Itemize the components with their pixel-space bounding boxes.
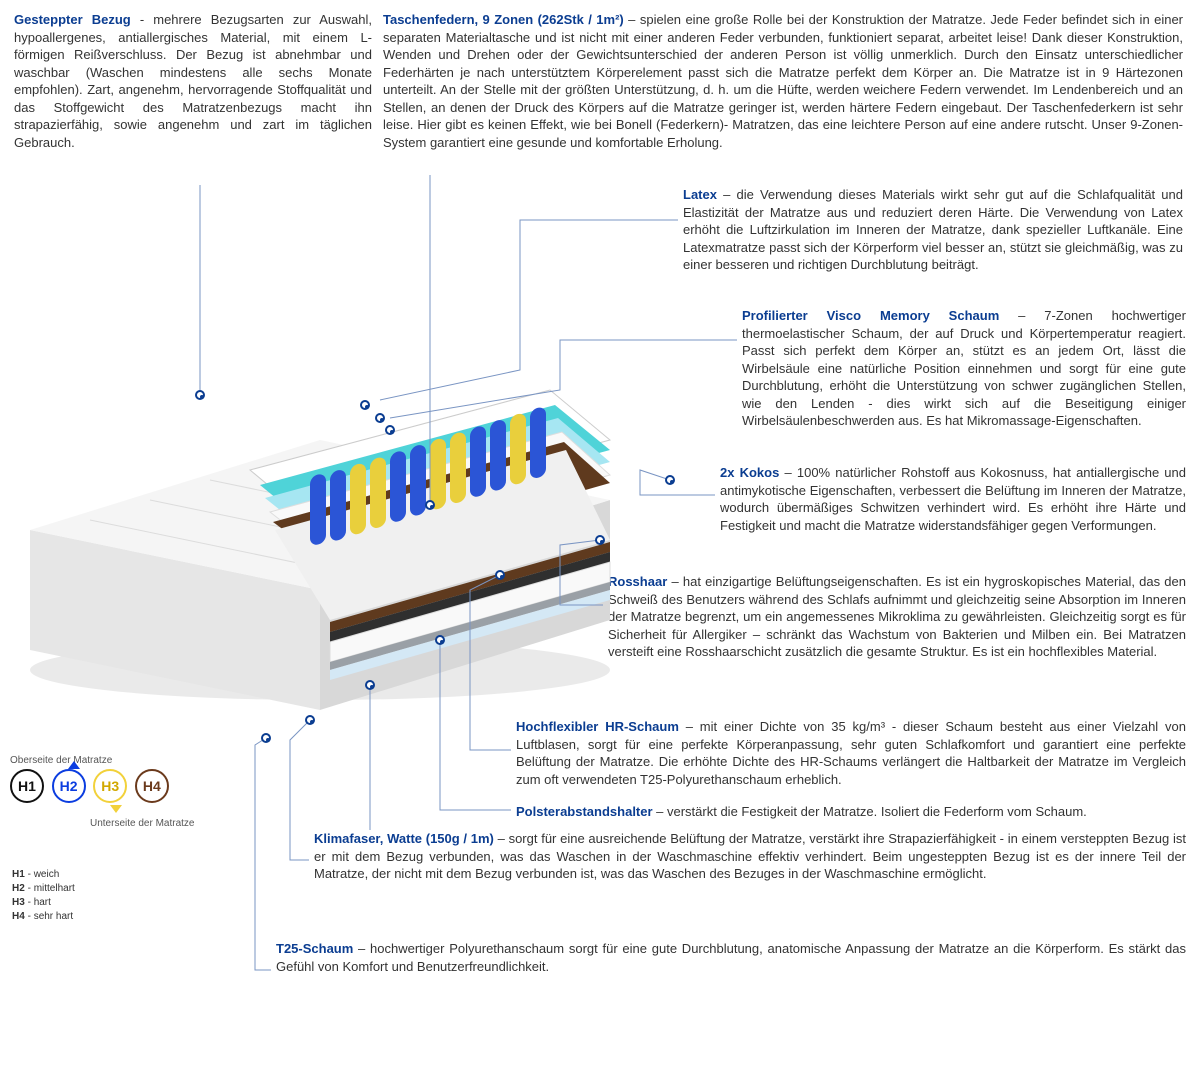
block-klimafaser: Klimafaser, Watte (150g / 1m) – sorgt fü…	[314, 830, 1186, 883]
tri-down-icon	[110, 805, 122, 813]
callout-dot	[495, 570, 505, 580]
key-h3-code: H3	[12, 897, 25, 908]
title-visco: Profilierter Visco Memory Schaum	[742, 308, 999, 323]
title-kokos: 2x Kokos	[720, 465, 779, 480]
h1-circle: H1	[10, 769, 44, 803]
key-h4-label: sehr hart	[34, 911, 73, 922]
text-kokos: – 100% natürlicher Rohstoff aus Kokosnus…	[720, 465, 1186, 533]
text-visco: – 7-Zonen hochwertiger thermoelastischer…	[742, 308, 1186, 428]
callout-dot	[385, 425, 395, 435]
block-taschenfedern: Taschenfedern, 9 Zonen (262Stk / 1m²) – …	[383, 11, 1183, 151]
hardness-legend: Oberseite der Matratze H1 H2 H3 H4 Unter…	[10, 755, 270, 813]
text-rosshaar: – hat einzigartige Belüftungseigenschaft…	[608, 574, 1186, 659]
hardness-key: H1 - weich H2 - mittelhart H3 - hart H4 …	[12, 868, 75, 924]
legend-bottom-label: Unterseite der Matratze	[90, 818, 195, 829]
callout-dot	[435, 635, 445, 645]
callout-dot	[375, 413, 385, 423]
h4-circle: H4	[135, 769, 169, 803]
h2-circle: H2	[52, 769, 86, 803]
key-h2-label: mittelhart	[34, 883, 75, 894]
callout-dot	[665, 475, 675, 485]
block-latex: Latex – die Verwendung dieses Materials …	[683, 186, 1183, 274]
title-polster: Polsterabstandshalter	[516, 804, 653, 819]
title-bezug: Gesteppter Bezug	[14, 12, 131, 27]
title-latex: Latex	[683, 187, 717, 202]
mattress-illustration	[10, 290, 630, 720]
block-kokos: 2x Kokos – 100% natürlicher Rohstoff aus…	[720, 464, 1186, 534]
callout-dot	[425, 500, 435, 510]
callout-dot	[305, 715, 315, 725]
title-hrschaum: Hochflexibler HR-Schaum	[516, 719, 679, 734]
key-h1-code: H1	[12, 869, 25, 880]
legend-top-label: Oberseite der Matratze	[10, 755, 270, 766]
block-hrschaum: Hochflexibler HR-Schaum – mit einer Dich…	[516, 718, 1186, 788]
block-t25: T25-Schaum – hochwertiger Polyurethansch…	[276, 940, 1186, 975]
key-h3-label: hart	[34, 897, 51, 908]
text-t25: – hochwertiger Polyurethanschaum sorgt f…	[276, 941, 1186, 974]
key-h4-code: H4	[12, 911, 25, 922]
text-polster: – verstärkt die Festigkeit der Matratze.…	[653, 804, 1087, 819]
callout-dot	[365, 680, 375, 690]
text-latex: – die Verwendung dieses Materials wirkt …	[683, 187, 1183, 272]
key-h2-code: H2	[12, 883, 25, 894]
title-klimafaser: Klimafaser, Watte (150g / 1m)	[314, 831, 494, 846]
text-taschenfedern: – spielen eine große Rolle bei der Konst…	[383, 12, 1183, 150]
key-h1-label: weich	[34, 869, 60, 880]
callout-dot	[595, 535, 605, 545]
block-visco: Profilierter Visco Memory Schaum – 7-Zon…	[742, 307, 1186, 430]
callout-dot	[360, 400, 370, 410]
block-rosshaar: Rosshaar – hat einzigartige Belüftungsei…	[608, 573, 1186, 661]
h3-circle: H3	[93, 769, 127, 803]
callout-dot	[261, 733, 271, 743]
title-t25: T25-Schaum	[276, 941, 353, 956]
block-polster: Polsterabstandshalter – verstärkt die Fe…	[516, 803, 1186, 821]
block-bezug: Gesteppter Bezug - mehrere Bezugsarten z…	[14, 11, 372, 151]
title-taschenfedern: Taschenfedern, 9 Zonen (262Stk / 1m²)	[383, 12, 624, 27]
tri-up-icon	[68, 761, 80, 769]
text-bezug: - mehrere Bezugsarten zur Auswahl, hypoa…	[14, 12, 372, 150]
callout-dot	[195, 390, 205, 400]
